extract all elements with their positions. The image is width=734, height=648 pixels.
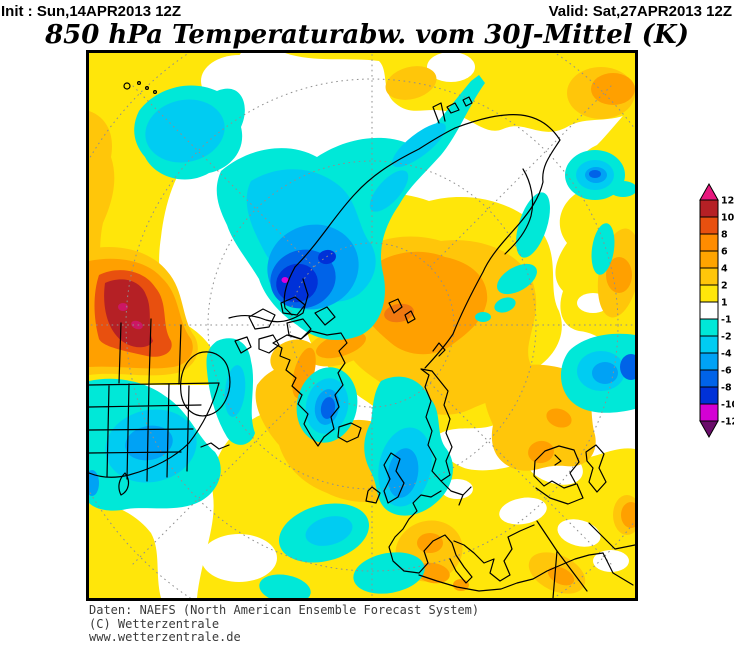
- data-source-footer: Daten: NAEFS (North American Ensemble Fo…: [89, 603, 480, 645]
- scale-tick-label: 10: [721, 213, 734, 224]
- scale-segment: [699, 199, 719, 218]
- scale-tick-label: -12: [721, 417, 734, 428]
- scale-tick-label: 8: [721, 230, 728, 241]
- scale-tick-label: -2: [721, 332, 732, 343]
- scale-tick-label: 2: [721, 281, 728, 292]
- graticule-lines: [89, 53, 635, 598]
- scale-tick-label: -6: [721, 366, 732, 377]
- scale-segment: [699, 267, 719, 286]
- scale-segment: [699, 250, 719, 269]
- scale-tick-label: -10: [721, 400, 734, 411]
- temperature-color-scale: 12 10 8 6 4 2 1 -1 -2 -4 -6 -8 -10 -12: [699, 182, 734, 439]
- page-title: 850 hPa Temperaturabw. vom 30J-Mittel (K…: [45, 20, 689, 50]
- scale-segment: [699, 233, 719, 252]
- scale-arrow-bottom: [699, 420, 719, 439]
- footer-line-url: www.wetterzentrale.de: [89, 630, 241, 644]
- scale-segment: [699, 403, 719, 422]
- scale-segment: [699, 301, 719, 320]
- init-time-label: Init : Sun,14APR2013 12Z: [1, 3, 182, 20]
- scale-segment: [699, 369, 719, 388]
- scale-segment: [699, 352, 719, 371]
- scale-segment: [699, 335, 719, 354]
- scale-tick-label: -1: [721, 315, 732, 326]
- scale-segment: [699, 284, 719, 303]
- scale-tick-label: 12: [721, 196, 734, 207]
- scale-tick-label: 6: [721, 247, 728, 258]
- scale-tick-label: -4: [721, 349, 732, 360]
- scale-segment: [699, 318, 719, 337]
- scale-tick-label: -8: [721, 383, 732, 394]
- map-border: [86, 50, 638, 601]
- scale-segment: [699, 216, 719, 235]
- coastlines: [89, 81, 635, 598]
- scale-arrow-top: [699, 182, 719, 201]
- valid-time-label: Valid: Sat,27APR2013 12Z: [548, 3, 732, 20]
- temperature-anomaly-map: [86, 50, 638, 601]
- footer-line-daten: Daten: NAEFS (North American Ensemble Fo…: [89, 603, 480, 617]
- scale-segment: [699, 386, 719, 405]
- cold-anomaly-layer: [89, 75, 635, 598]
- scale-tick-label: 1: [721, 298, 728, 309]
- scale-tick-label: 4: [721, 264, 728, 275]
- footer-line-copyright: (C) Wetterzentrale: [89, 616, 220, 631]
